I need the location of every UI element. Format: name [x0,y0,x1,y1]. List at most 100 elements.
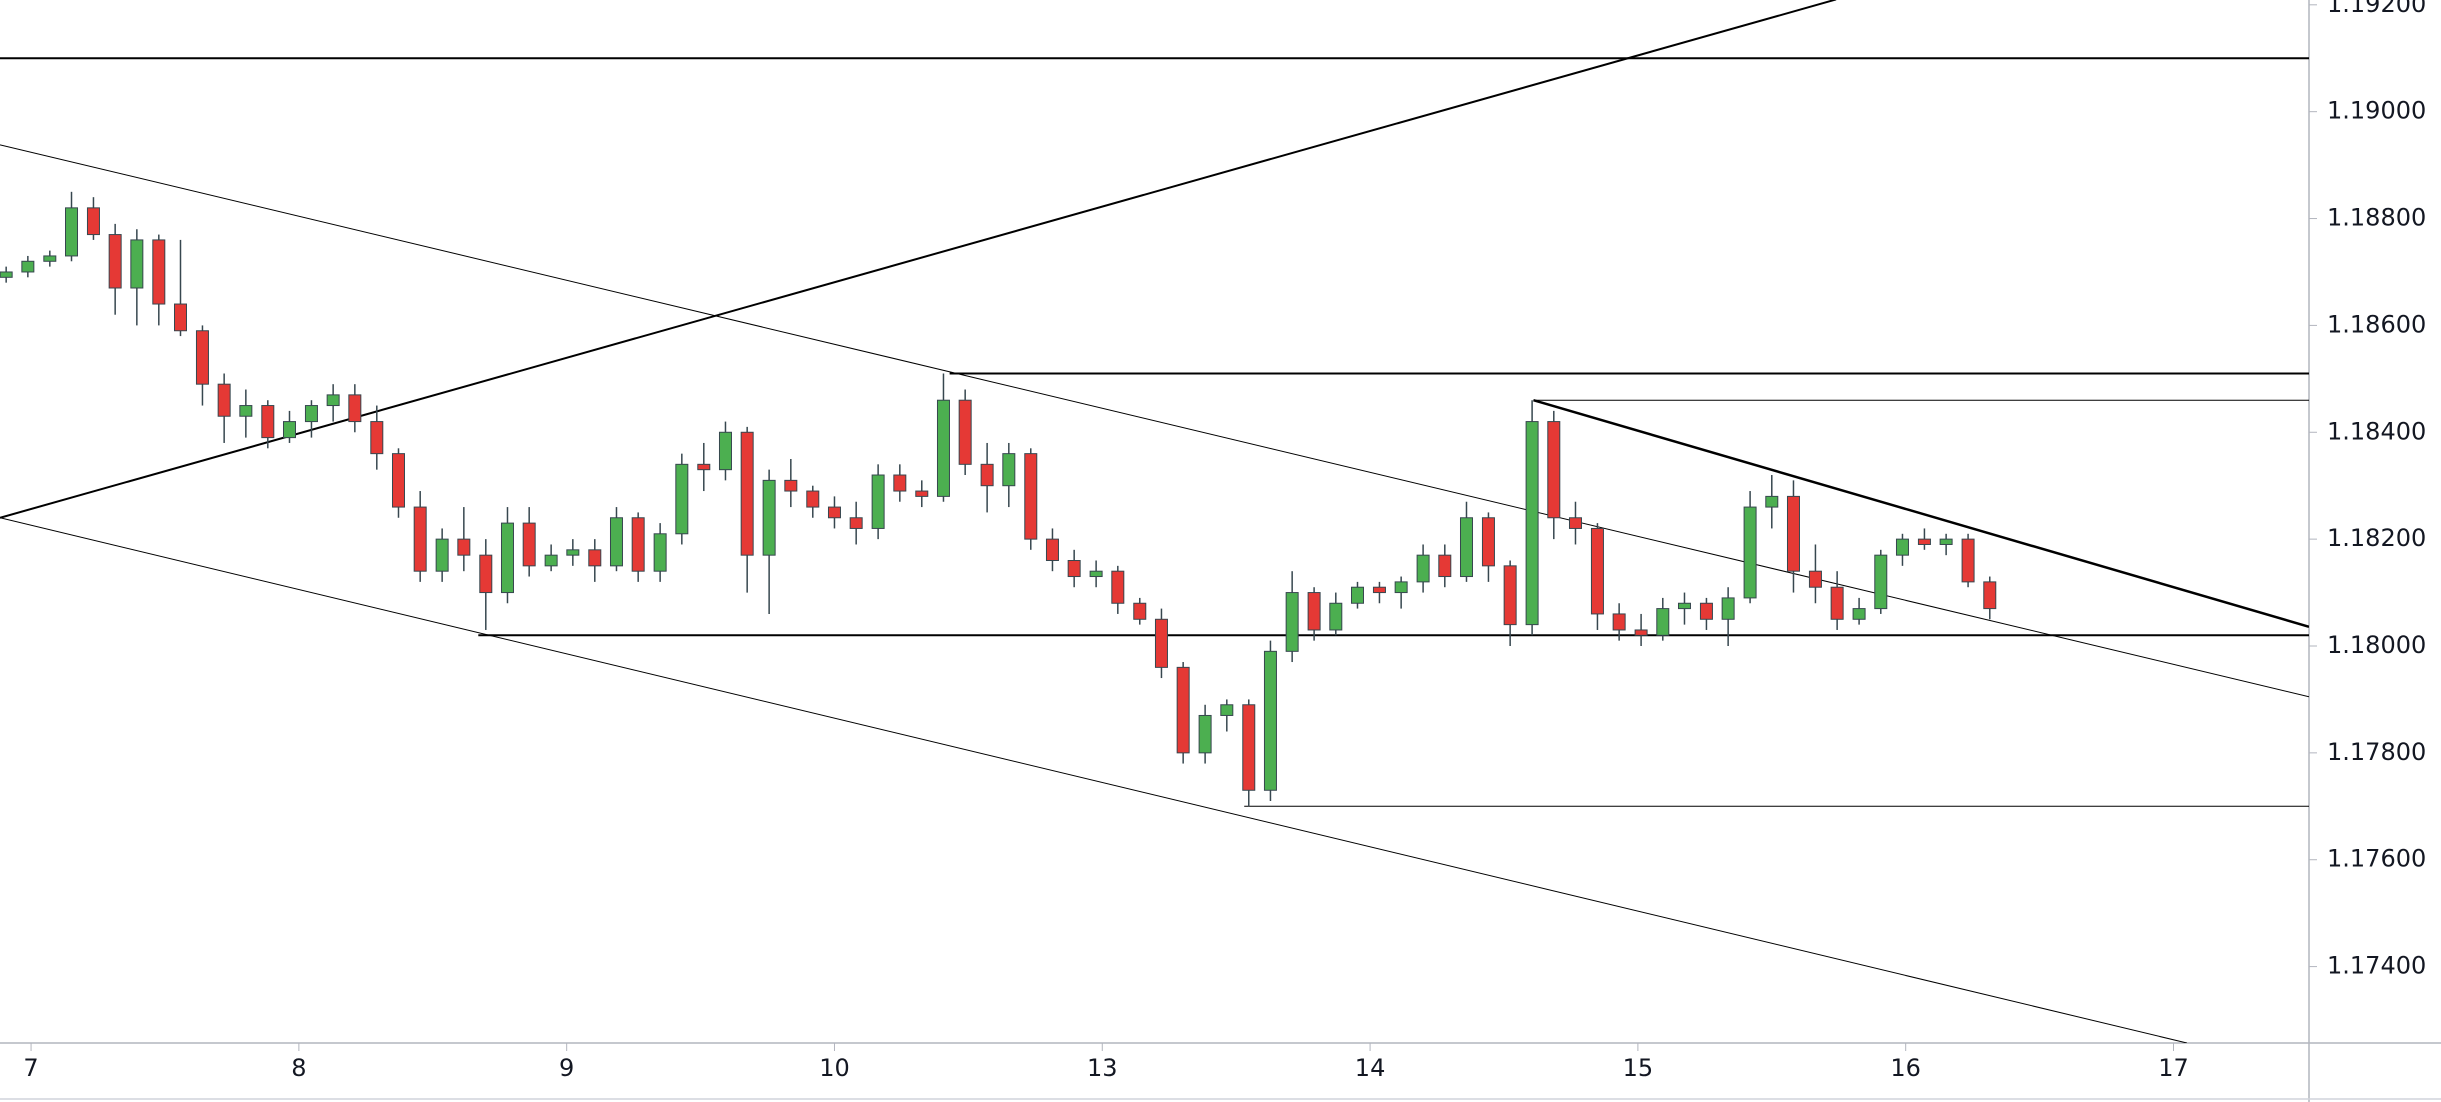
candle-body [1874,554,1888,610]
y-tick-label: 1.19000 [2327,97,2426,125]
candle-body [326,394,340,407]
candle-body [1220,704,1234,716]
candle-body [1133,602,1147,620]
candle-body [1416,554,1430,583]
candle-body [65,207,79,257]
candle-body [1525,421,1539,626]
candle-body [1721,597,1735,620]
candle-body [1329,602,1343,631]
candle-body [1372,586,1386,594]
candle-body [1786,495,1800,572]
candle-body [1307,592,1321,631]
candle-body [1481,517,1495,567]
candle-body [1111,570,1125,604]
y-tick-label: 1.18400 [2327,417,2426,445]
candle-body [1634,629,1648,636]
candle-body [806,490,820,508]
candle-body [1002,453,1016,487]
candle-body [784,479,798,492]
candle-body [261,405,275,439]
trend-line [1533,399,2309,628]
candle-body [239,405,253,417]
candle-body [1242,704,1256,791]
candle-body [762,479,776,556]
x-tick-label: 14 [1355,1054,1386,1082]
candle-body [217,383,231,417]
candle-body [1677,602,1691,610]
candle-body [130,239,144,289]
y-tick-label: 1.19200 [2327,0,2426,18]
y-tick-label: 1.17800 [2327,738,2426,766]
candle-body [1067,560,1081,578]
trend-line [0,144,2309,698]
candle-body [457,538,471,556]
candle-body [1656,608,1670,636]
y-tick-label: 1.17400 [2327,952,2426,980]
candle-body [1176,666,1190,754]
x-tick-label: 7 [23,1054,38,1082]
x-tick-label: 15 [1623,1054,1654,1082]
candle-body [980,463,994,487]
candle-body [1612,613,1626,631]
candle-body [1263,650,1277,791]
candle-body [1743,506,1757,599]
candle-body [871,474,885,529]
x-tick-label: 9 [559,1054,574,1082]
candle-body [391,453,405,508]
candle-body [1961,538,1975,583]
candle-body [1394,581,1408,594]
candle-body [1547,421,1561,519]
x-tick-label: 16 [1890,1054,1921,1082]
candle-body [958,399,972,465]
x-tick-label: 13 [1087,1054,1118,1082]
candle-body [1045,538,1059,562]
candle-body [21,260,35,273]
candle-body [1438,554,1452,578]
candle-body [849,517,863,529]
x-tick-label: 17 [2158,1054,2189,1082]
candle-body [718,431,732,471]
candle-body [1917,538,1931,545]
y-tick-label: 1.17600 [2327,845,2426,873]
candle-body [631,517,645,572]
candle-body [500,522,514,594]
candle-body [1503,565,1517,626]
candle-body [1895,538,1909,556]
y-tick-label: 1.18600 [2327,310,2426,338]
candle-body [43,255,57,262]
y-tick-label: 1.18200 [2327,524,2426,552]
candle-body [1089,570,1103,578]
candle-body [152,239,166,305]
candle-body [173,303,187,332]
candle-body [827,506,841,519]
candle-body [697,463,711,471]
candle-body [479,554,493,594]
candle-body [522,522,536,567]
candle-body [1939,538,1953,545]
candle-body [566,549,580,556]
candle-body [1852,608,1866,620]
candle-body [609,517,623,567]
candle-body [1024,453,1038,540]
candle-body [740,431,754,556]
candle-body [893,474,907,492]
trend-line [0,517,2187,1043]
candle-body [108,234,122,289]
candle-body [544,554,558,567]
candle-body [413,506,427,572]
candle-body [1285,592,1299,652]
candle-body [1198,714,1212,754]
candle-body [1808,570,1822,588]
trend-line [0,0,1837,519]
candle-body [282,421,296,439]
candle-body [1459,517,1473,578]
y-tick-label: 1.18000 [2327,631,2426,659]
x-tick-label: 10 [819,1054,850,1082]
candle-body [1590,527,1604,615]
candle-body [1350,586,1364,604]
candle-body [348,394,362,423]
candle-body [1699,602,1713,620]
